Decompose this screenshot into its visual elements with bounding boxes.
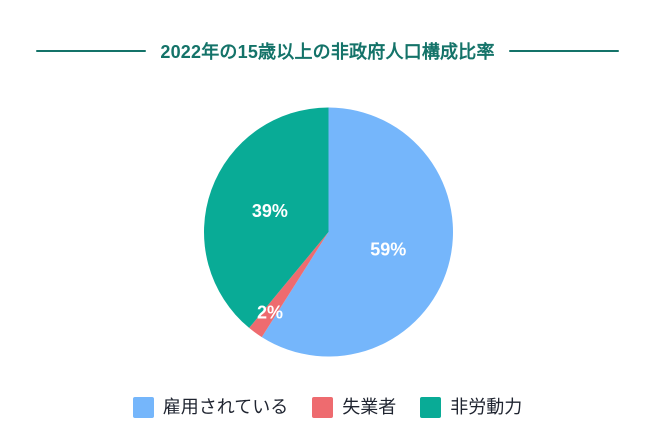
- title-rule-right: [508, 50, 620, 52]
- chart-legend: 雇用されている 失業者 非労動力: [0, 397, 655, 418]
- title-rule-left: [36, 50, 147, 52]
- legend-swatch-unemployed: [312, 397, 334, 418]
- page-title: 2022年の15歳以上の非政府人口構成比率: [160, 42, 495, 62]
- pie-slice-label: 59%: [370, 239, 406, 259]
- chart-title-bar: 2022年の15歳以上の非政府人口構成比率: [0, 0, 655, 64]
- pie-slice-label: 39%: [252, 201, 288, 221]
- legend-item-nonlabor[interactable]: 非労動力: [420, 397, 522, 418]
- pie-slice-nonlabor[interactable]: [203, 107, 329, 328]
- pie-slice-employed[interactable]: [261, 107, 453, 357]
- pie-slice-unemployed[interactable]: [249, 232, 329, 338]
- pie-chart[interactable]: 59% 2% 39%: [0, 64, 655, 397]
- legend-label-employed: 雇用されている: [162, 397, 289, 417]
- pie-slice-label: 2%: [257, 303, 283, 323]
- pie-chart-area: 59% 2% 39%: [0, 64, 655, 397]
- legend-item-unemployed[interactable]: 失業者: [312, 397, 396, 418]
- legend-swatch-nonlabor: [420, 397, 442, 418]
- legend-item-employed[interactable]: 雇用されている: [132, 397, 289, 418]
- legend-label-unemployed: 失業者: [342, 397, 397, 417]
- legend-swatch-employed: [132, 397, 154, 418]
- legend-label-nonlabor: 非労動力: [450, 397, 523, 417]
